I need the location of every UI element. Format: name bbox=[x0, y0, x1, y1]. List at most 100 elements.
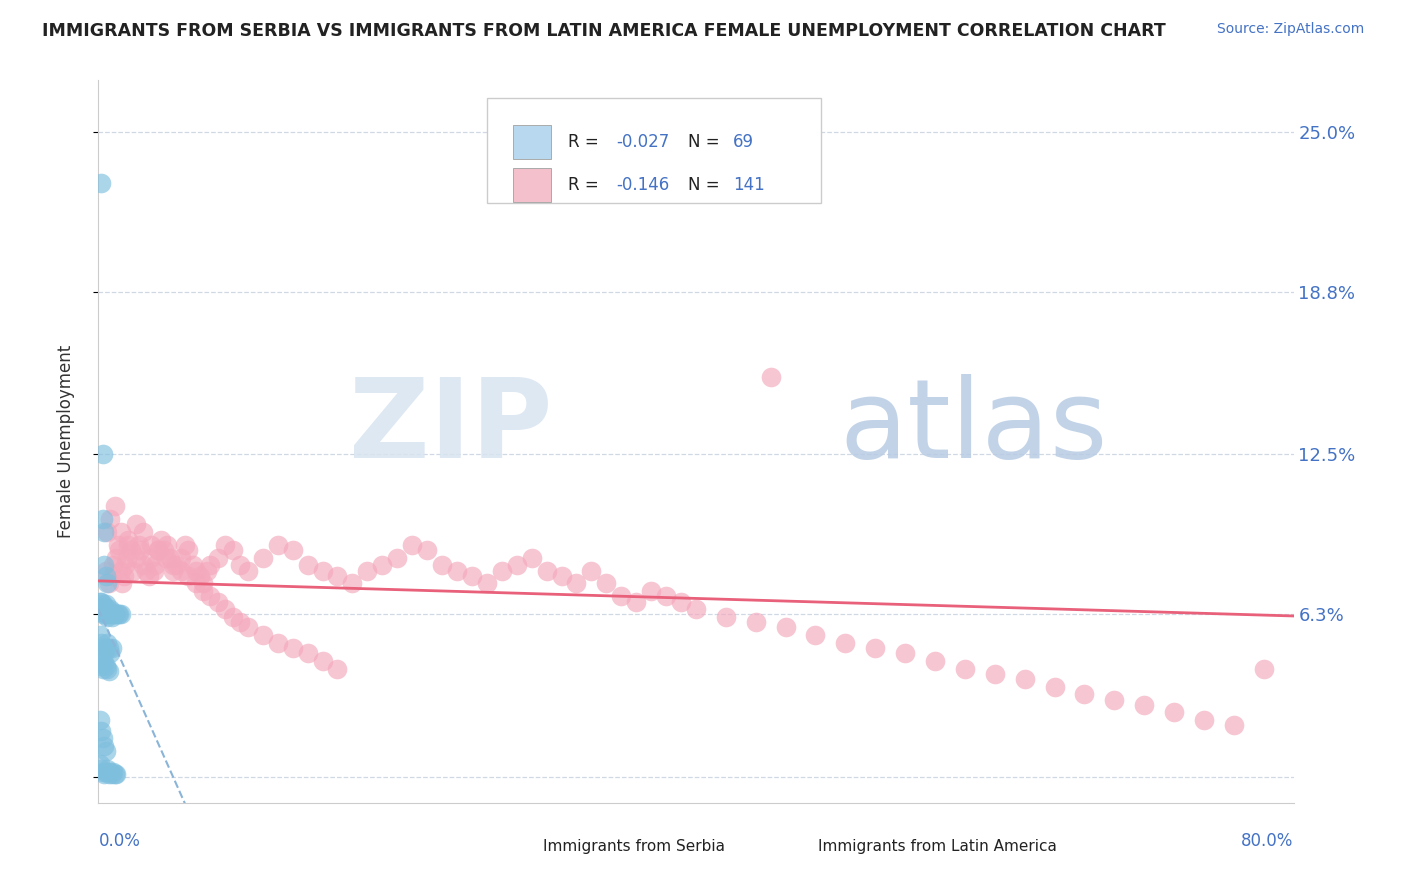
Point bbox=[475, 576, 498, 591]
Point bbox=[281, 542, 304, 557]
Point bbox=[91, 662, 114, 676]
Point bbox=[97, 576, 120, 591]
FancyBboxPatch shape bbox=[779, 823, 807, 850]
Point bbox=[110, 607, 132, 622]
Text: N =: N = bbox=[688, 133, 724, 151]
Point bbox=[97, 767, 120, 781]
Point bbox=[207, 594, 229, 608]
Point bbox=[112, 568, 135, 582]
Point bbox=[103, 764, 125, 779]
Point bbox=[94, 607, 117, 622]
Point bbox=[297, 558, 319, 573]
Point bbox=[197, 564, 219, 578]
FancyBboxPatch shape bbox=[503, 823, 533, 850]
Point bbox=[326, 662, 349, 676]
Point bbox=[125, 550, 148, 565]
Point bbox=[91, 597, 114, 611]
Point bbox=[96, 524, 118, 539]
Point bbox=[98, 602, 122, 616]
Point bbox=[101, 607, 124, 622]
Point bbox=[91, 731, 114, 746]
Point bbox=[103, 605, 125, 619]
Point bbox=[984, 666, 1007, 681]
Point bbox=[96, 602, 118, 616]
Point bbox=[222, 542, 245, 557]
Point bbox=[96, 610, 118, 624]
Point bbox=[685, 602, 707, 616]
Point bbox=[93, 524, 115, 539]
Point bbox=[108, 542, 131, 557]
Point bbox=[236, 620, 259, 634]
FancyBboxPatch shape bbox=[513, 168, 551, 202]
Point bbox=[924, 654, 946, 668]
Point bbox=[595, 576, 617, 591]
Point bbox=[311, 654, 333, 668]
Point bbox=[169, 550, 191, 565]
Point bbox=[93, 605, 115, 619]
Text: R =: R = bbox=[568, 133, 605, 151]
Point bbox=[139, 538, 162, 552]
Point bbox=[91, 602, 114, 616]
Point bbox=[90, 594, 112, 608]
Point bbox=[267, 538, 290, 552]
Point bbox=[953, 662, 976, 676]
Point bbox=[1223, 718, 1246, 732]
Point bbox=[191, 584, 214, 599]
Point bbox=[125, 517, 148, 532]
Point bbox=[101, 568, 124, 582]
Point bbox=[143, 558, 166, 573]
Point bbox=[105, 550, 128, 565]
Point bbox=[148, 542, 170, 557]
Point bbox=[107, 607, 129, 622]
Point bbox=[90, 659, 112, 673]
Point bbox=[759, 370, 782, 384]
Point bbox=[132, 524, 155, 539]
Point bbox=[326, 568, 349, 582]
Point bbox=[96, 662, 118, 676]
Point bbox=[104, 767, 127, 781]
Point bbox=[97, 640, 120, 655]
Point bbox=[536, 564, 558, 578]
Point bbox=[1104, 692, 1126, 706]
Point bbox=[94, 764, 117, 779]
Point bbox=[90, 723, 112, 738]
Point bbox=[214, 602, 236, 616]
Point bbox=[132, 558, 155, 573]
Point bbox=[804, 628, 827, 642]
Point bbox=[139, 550, 162, 565]
Point bbox=[107, 538, 129, 552]
Point bbox=[188, 568, 211, 582]
FancyBboxPatch shape bbox=[486, 98, 821, 203]
Point bbox=[90, 636, 112, 650]
FancyBboxPatch shape bbox=[513, 125, 551, 159]
Point bbox=[101, 640, 124, 655]
Point bbox=[97, 605, 120, 619]
Point bbox=[91, 512, 114, 526]
Text: 0.0%: 0.0% bbox=[98, 831, 141, 850]
Point bbox=[1133, 698, 1156, 712]
Point bbox=[207, 550, 229, 565]
Point bbox=[775, 620, 797, 634]
Point bbox=[93, 558, 115, 573]
Point bbox=[120, 542, 142, 557]
Point bbox=[91, 640, 114, 655]
Point bbox=[90, 605, 112, 619]
Y-axis label: Female Unemployment: Female Unemployment bbox=[56, 345, 75, 538]
Point bbox=[669, 594, 692, 608]
Point bbox=[181, 558, 204, 573]
Point bbox=[222, 610, 245, 624]
Point bbox=[491, 564, 513, 578]
Point bbox=[1253, 662, 1275, 676]
Point bbox=[97, 664, 120, 678]
Point bbox=[94, 564, 117, 578]
Point bbox=[148, 542, 170, 557]
Point bbox=[214, 538, 236, 552]
Point bbox=[177, 542, 200, 557]
Point bbox=[90, 599, 112, 614]
Text: ZIP: ZIP bbox=[349, 374, 553, 481]
Point bbox=[103, 558, 125, 573]
Point bbox=[96, 636, 118, 650]
Point bbox=[91, 764, 114, 779]
Point bbox=[834, 636, 856, 650]
Point bbox=[114, 558, 136, 573]
